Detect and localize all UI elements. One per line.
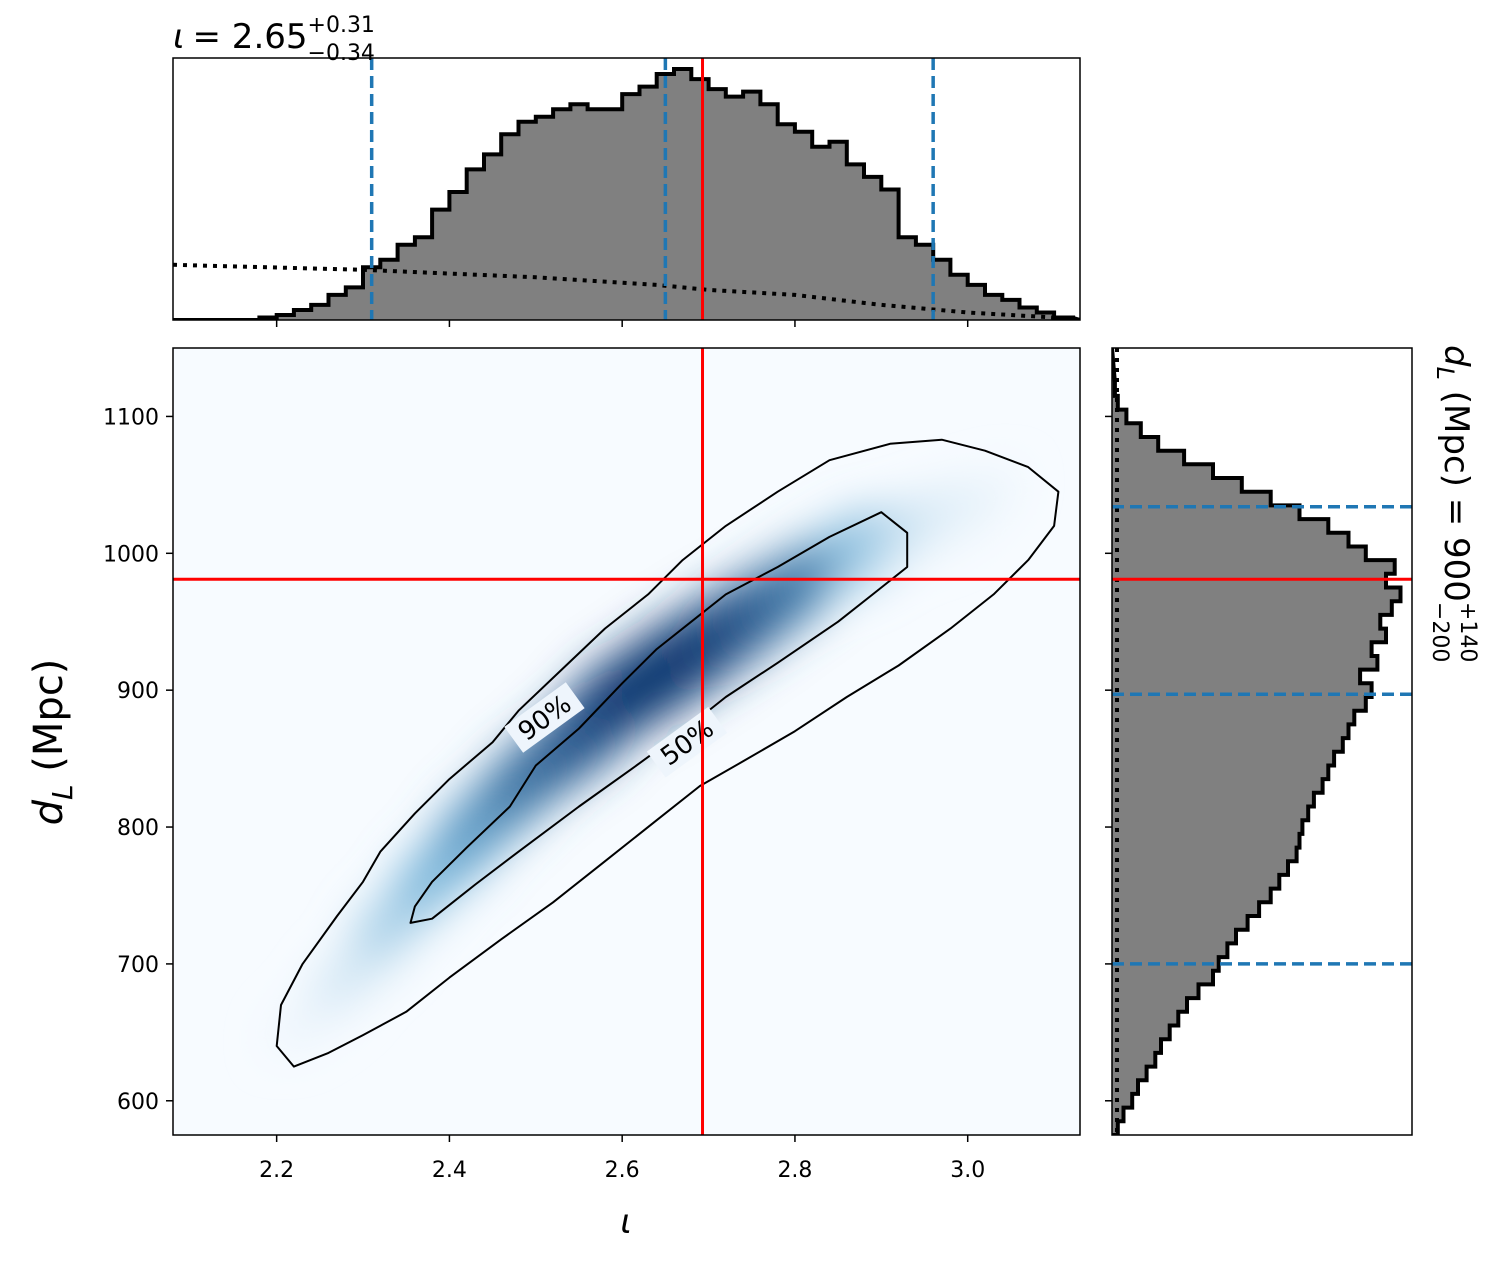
right-panel-frame (1111, 347, 1413, 1136)
right-hist-fill (1112, 348, 1401, 1135)
main-xtick-label-0: 2.2 (259, 1158, 294, 1183)
main-xtick-label-4: 3.0 (950, 1158, 985, 1183)
joint-density-panel: 90% 50% 2.2 2.4 2.6 2.8 3.0 60070080090010001… (26, 347, 1081, 1242)
top-hist-outline (173, 67, 1080, 320)
main-ytick-label-4: 1000 (103, 542, 159, 567)
main-xtick-label-1: 2.4 (432, 1158, 467, 1183)
main-ytick-label-0: 600 (117, 1090, 159, 1115)
x-axis-label: ι (620, 1202, 632, 1242)
top-panel-frame (172, 57, 1081, 321)
contour-50-percent (409, 511, 909, 924)
main-ytick-label-5: 1100 (103, 405, 159, 430)
density-blob-15 (918, 472, 1018, 553)
main-panel-frame (172, 347, 1081, 1136)
y-axis-label: dL (Mpc) (26, 659, 79, 826)
contour-90-percent (275, 438, 1060, 1068)
top-hist-fill (173, 69, 1080, 320)
main-xtick-label-3: 2.8 (777, 1158, 812, 1183)
contour-label-90-gap (504, 682, 585, 753)
density-layer (270, 472, 1018, 1052)
main-ytick-label-1: 700 (117, 953, 159, 978)
main-ytick-label-3: 900 (117, 679, 159, 704)
right-marginal-histogram: dL (Mpc) = 900+140−200 (1105, 345, 1480, 1136)
main-ytick-label-2: 800 (117, 816, 159, 841)
main-xtick-label-2: 2.6 (605, 1158, 640, 1183)
right-panel-title: dL (Mpc) = 900+140−200 (1427, 345, 1480, 662)
top-marginal-histogram: ι = 2.65+0.31 −0.34 (172, 13, 1081, 327)
top-panel-title: ι = 2.65+0.31 −0.34 (173, 13, 375, 66)
density-core-6 (753, 553, 837, 622)
contour-label-50-gap (646, 706, 728, 778)
